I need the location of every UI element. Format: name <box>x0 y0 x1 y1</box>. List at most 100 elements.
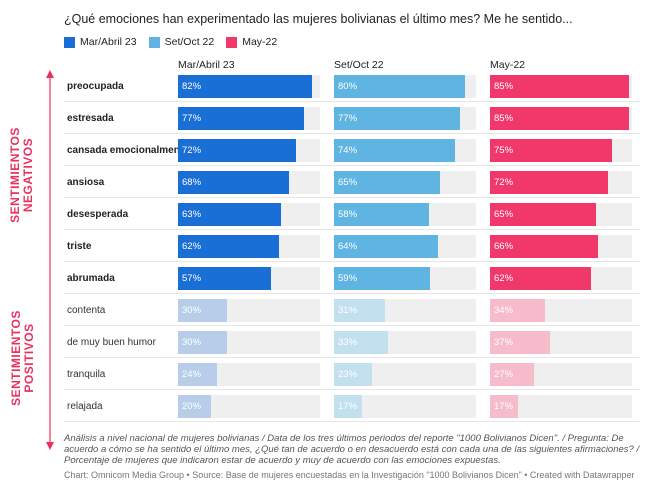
row-separator <box>64 261 640 262</box>
bar <box>490 203 596 226</box>
bar-value-label: 77% <box>182 113 202 124</box>
row-separator <box>64 197 640 198</box>
bar <box>334 267 430 290</box>
bar-value-label: 58% <box>338 209 358 220</box>
bar-value-label: 59% <box>338 273 358 284</box>
column-header: Set/Oct 22 <box>334 59 384 71</box>
bar-value-label: 65% <box>338 177 358 188</box>
legend-label: May-22 <box>242 36 278 48</box>
legend-item: Set/Oct 22 <box>148 36 215 48</box>
bar-value-label: 34% <box>494 305 514 316</box>
bar-value-label: 64% <box>338 241 358 252</box>
chart-credits: Chart: Omnicom Media Group • Source: Bas… <box>64 470 635 480</box>
category-label: ansiosa <box>67 177 105 188</box>
bar <box>178 235 279 258</box>
bar <box>178 171 289 194</box>
bar-value-label: 20% <box>182 401 202 412</box>
bar <box>334 299 385 322</box>
bar-value-label: 85% <box>494 81 514 92</box>
bar-value-label: 62% <box>494 273 514 284</box>
legend-swatch <box>148 36 160 48</box>
bar-value-label: 33% <box>338 337 358 348</box>
row-separator <box>64 389 640 390</box>
row-separator <box>64 293 640 294</box>
bar <box>334 203 429 226</box>
bar <box>490 75 629 98</box>
row-separator <box>64 325 640 326</box>
category-label: cansada emocionalmente <box>67 145 189 156</box>
category-label: de muy buen humor <box>67 337 156 348</box>
bar <box>334 75 465 98</box>
bar <box>334 363 372 386</box>
bar-value-label: 85% <box>494 113 514 124</box>
legend: Mar/Abril 23 Set/Oct 22 May-22 <box>64 36 277 48</box>
bar-value-label: 27% <box>494 369 514 380</box>
bar <box>490 363 534 386</box>
bar <box>490 139 612 162</box>
bar-value-label: 80% <box>338 81 358 92</box>
bar <box>334 139 455 162</box>
row-separator <box>64 229 640 230</box>
bar <box>490 267 591 290</box>
bar <box>334 107 460 130</box>
bar <box>490 395 518 418</box>
column-header: Mar/Abril 23 <box>178 59 235 71</box>
row-separator <box>64 133 640 134</box>
bar-value-label: 30% <box>182 337 202 348</box>
side-label-positive: SENTIMIENTOS POSITIVOS <box>9 310 36 406</box>
bar-value-label: 66% <box>494 241 514 252</box>
bar <box>334 395 362 418</box>
bar <box>334 171 440 194</box>
bar-value-label: 63% <box>182 209 202 220</box>
side-label-negative: SENTIMIENTOS NEGATIVOS <box>8 127 35 223</box>
legend-swatch <box>64 36 75 48</box>
category-label: relajada <box>67 401 103 412</box>
bar-value-label: 65% <box>494 209 514 220</box>
bar-value-label: 72% <box>182 145 202 156</box>
bar <box>178 139 296 162</box>
bar-value-label: 30% <box>182 305 202 316</box>
bar <box>490 299 545 322</box>
category-label: estresada <box>67 113 114 124</box>
bar-track <box>334 395 476 418</box>
chart-notes: Análisis a nivel nacional de mujeres bol… <box>64 433 640 466</box>
bar <box>178 395 211 418</box>
bar-track <box>490 395 632 418</box>
sentiment-axis-arrow <box>46 70 54 450</box>
bar <box>178 299 227 322</box>
bar <box>490 235 598 258</box>
bar <box>178 331 227 354</box>
row-separator <box>64 421 640 422</box>
bar-value-label: 57% <box>182 273 202 284</box>
bar-value-label: 72% <box>494 177 514 188</box>
bar-value-label: 62% <box>182 241 202 252</box>
bar-value-label: 23% <box>338 369 358 380</box>
bar-value-label: 75% <box>494 145 514 156</box>
bar <box>490 331 550 354</box>
bar <box>178 267 271 290</box>
legend-item: May-22 <box>226 36 277 48</box>
bar <box>178 75 312 98</box>
bar-value-label: 17% <box>494 401 514 412</box>
row-separator <box>64 165 640 166</box>
category-label: triste <box>67 241 92 252</box>
legend-item: Mar/Abril 23 <box>64 36 137 48</box>
bar <box>334 235 438 258</box>
bar <box>178 203 281 226</box>
legend-swatch <box>226 36 238 48</box>
bar <box>490 107 629 130</box>
bar-value-label: 24% <box>182 369 202 380</box>
category-label: tranquila <box>67 369 106 380</box>
bar <box>334 331 388 354</box>
row-separator <box>64 357 640 358</box>
bar <box>178 363 217 386</box>
category-label: abrumada <box>67 273 115 284</box>
bar-value-label: 74% <box>338 145 358 156</box>
category-label: desesperada <box>67 209 129 220</box>
category-label: contenta <box>67 305 106 316</box>
bar-value-label: 82% <box>182 81 202 92</box>
category-label: preocupada <box>67 81 124 92</box>
bar-value-label: 31% <box>338 305 358 316</box>
legend-label: Set/Oct 22 <box>164 36 215 48</box>
bar-value-label: 37% <box>494 337 514 348</box>
